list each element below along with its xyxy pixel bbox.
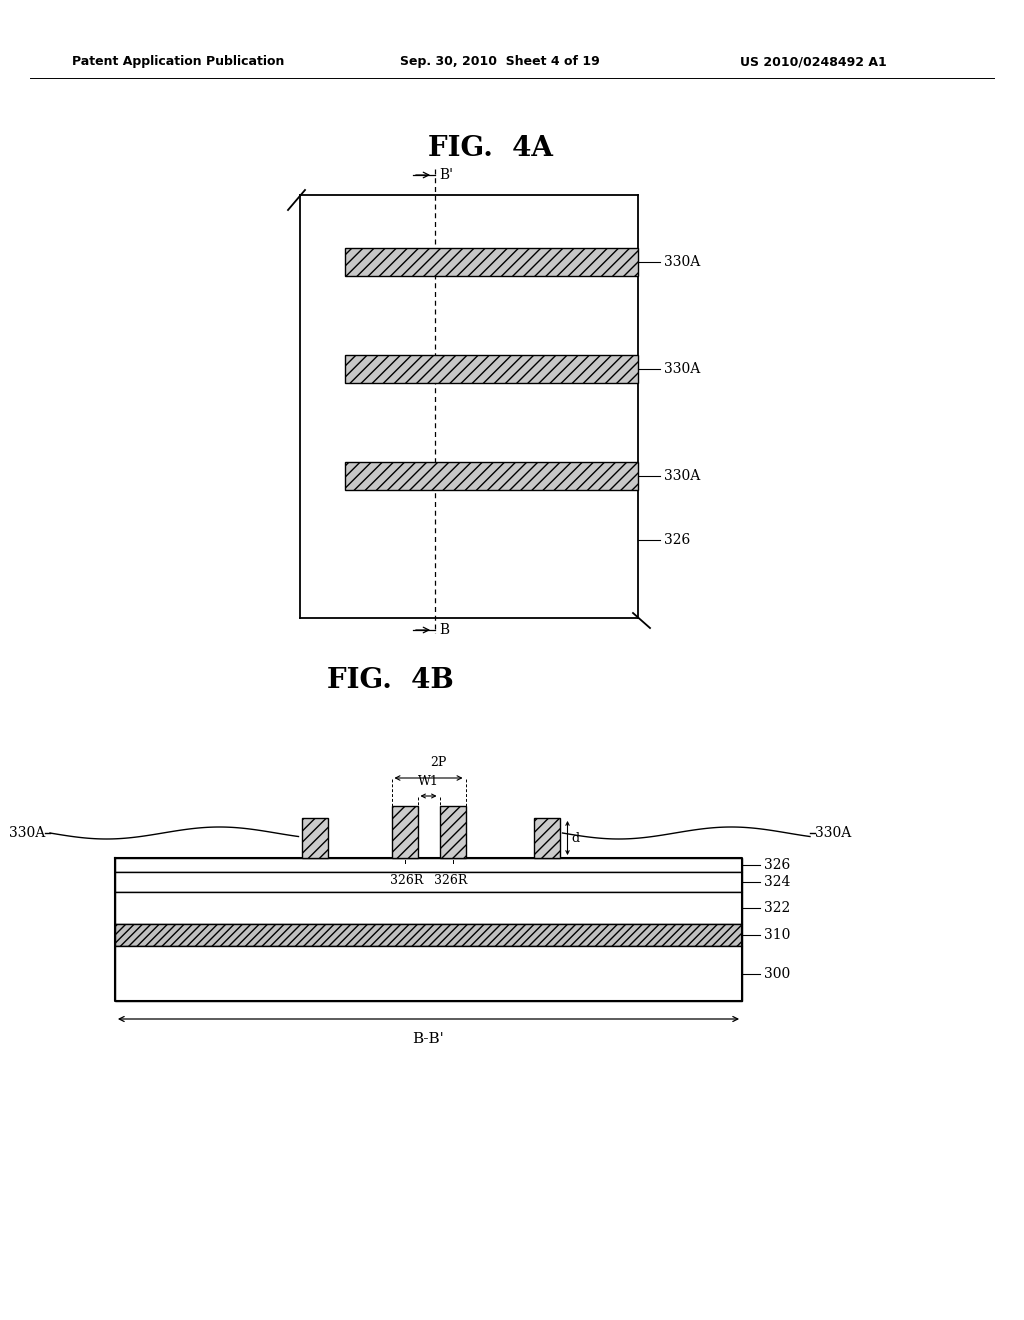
Text: 330A: 330A	[664, 255, 700, 269]
Text: 330A: 330A	[664, 469, 700, 483]
Text: 330A: 330A	[664, 362, 700, 376]
Bar	[345, 355, 638, 383]
Text: B': B'	[439, 168, 453, 182]
Text: US 2010/0248492 A1: US 2010/0248492 A1	[740, 55, 887, 69]
Text: 324: 324	[764, 875, 791, 888]
Text: W1: W1	[418, 775, 439, 788]
Text: 2P: 2P	[430, 756, 446, 770]
Bar	[391, 807, 418, 858]
Text: 330A: 330A	[815, 826, 851, 840]
Bar	[345, 462, 638, 490]
Bar	[115, 858, 742, 873]
Text: FIG.  4A: FIG. 4A	[427, 135, 553, 161]
Text: 326: 326	[664, 533, 690, 546]
Text: Sep. 30, 2010  Sheet 4 of 19: Sep. 30, 2010 Sheet 4 of 19	[400, 55, 600, 69]
Bar	[439, 807, 466, 858]
Text: 326R: 326R	[390, 874, 423, 887]
Text: B: B	[439, 623, 450, 638]
Text: d: d	[571, 832, 580, 845]
Text: 326R: 326R	[434, 874, 467, 887]
Bar	[115, 946, 742, 1001]
Text: FIG.  4B: FIG. 4B	[327, 667, 454, 693]
Text: 326: 326	[764, 858, 791, 873]
Text: 322: 322	[764, 902, 791, 915]
Bar	[115, 892, 742, 924]
Text: 330A: 330A	[9, 826, 45, 840]
Bar	[115, 924, 742, 946]
Bar	[534, 818, 559, 858]
Bar	[345, 248, 638, 276]
Bar	[301, 818, 328, 858]
Text: 300: 300	[764, 966, 791, 981]
Text: B-B': B-B'	[413, 1032, 444, 1045]
Bar	[115, 873, 742, 892]
Text: Patent Application Publication: Patent Application Publication	[72, 55, 285, 69]
Text: 310: 310	[764, 928, 791, 942]
